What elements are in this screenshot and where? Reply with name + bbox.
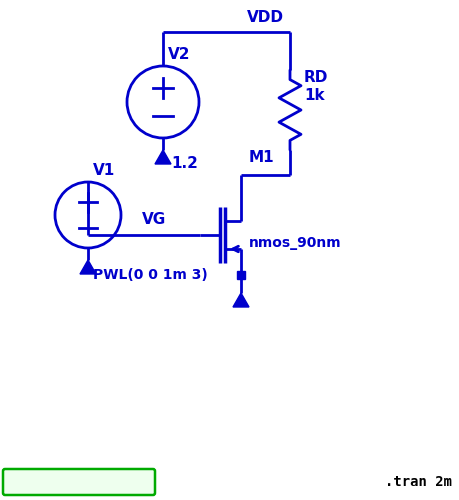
Text: V1: V1 (93, 163, 115, 178)
Text: M1: M1 (249, 150, 274, 165)
Polygon shape (155, 150, 171, 164)
Text: nmos_90nm: nmos_90nm (249, 236, 341, 250)
Polygon shape (80, 260, 96, 274)
Text: 1.2: 1.2 (171, 156, 198, 171)
Bar (237, 271, 245, 279)
Text: 1k: 1k (304, 88, 325, 104)
Text: VDD: VDD (246, 10, 284, 25)
Text: RD: RD (304, 70, 328, 86)
Text: VG: VG (142, 212, 166, 227)
Text: .tran 2m: .tran 2m (385, 475, 452, 489)
Text: V2: V2 (168, 47, 190, 62)
Polygon shape (233, 293, 249, 307)
Text: .inc 90nm_bulk.txt: .inc 90nm_bulk.txt (11, 476, 146, 488)
Text: PWL(0 0 1m 3): PWL(0 0 1m 3) (93, 268, 208, 282)
FancyBboxPatch shape (3, 469, 155, 495)
